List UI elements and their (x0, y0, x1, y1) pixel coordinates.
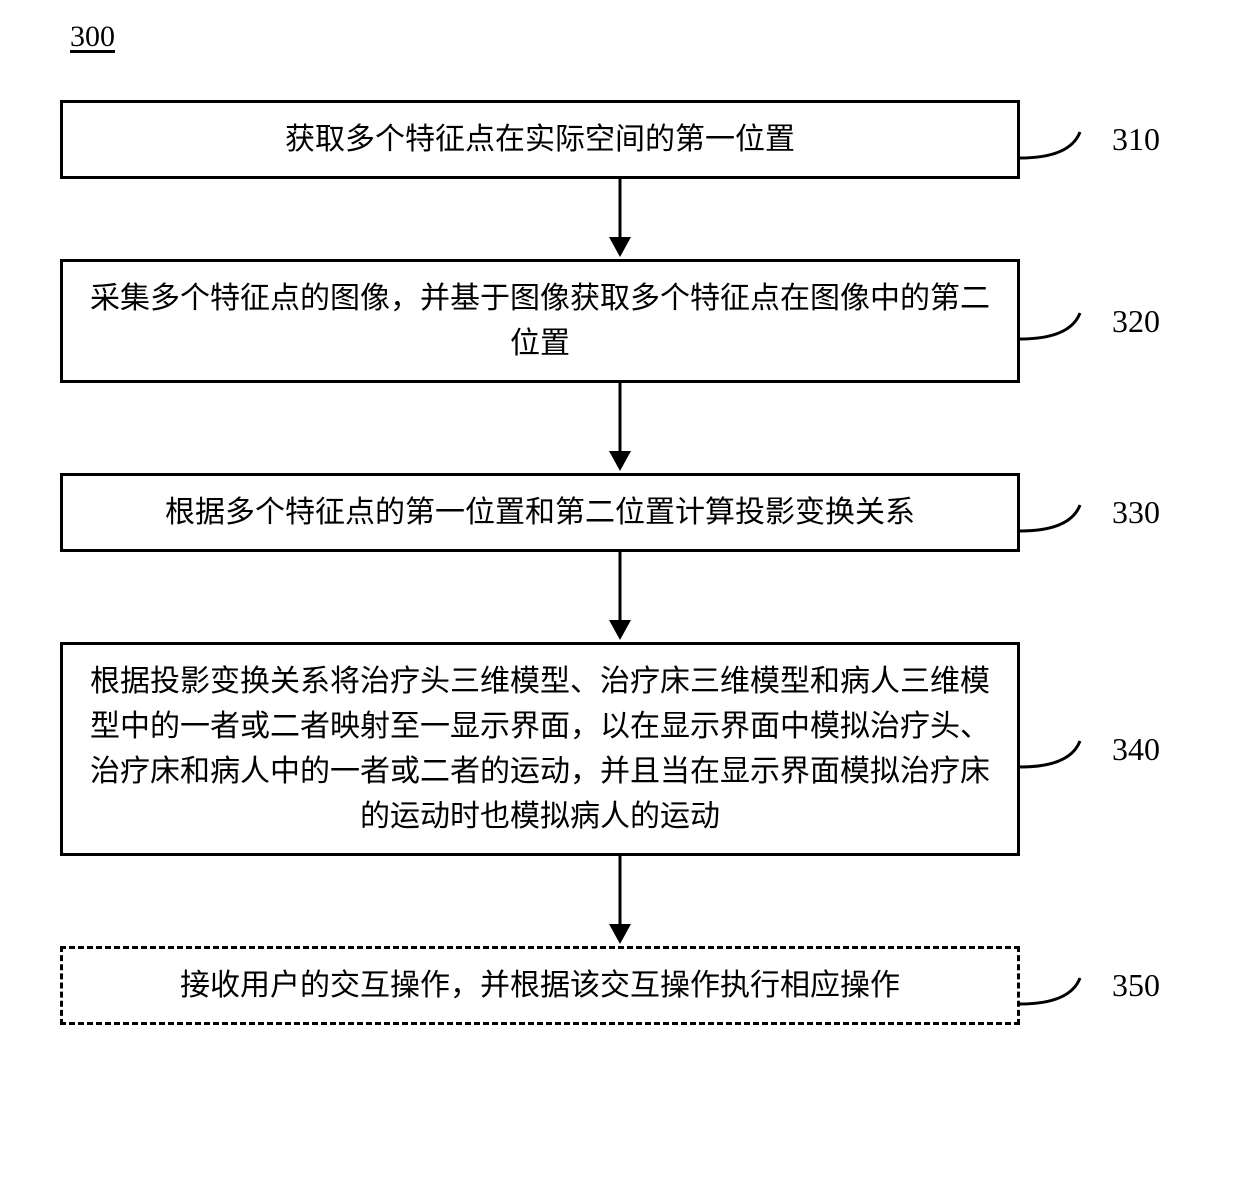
flowchart-container: 获取多个特征点在实际空间的第一位置 310 采集多个特征点的图像，并基于图像获取… (60, 100, 1180, 1025)
step-row: 根据投影变换关系将治疗头三维模型、治疗床三维模型和病人三维模型中的一者或二者映射… (60, 642, 1180, 856)
step-row: 获取多个特征点在实际空间的第一位置 310 (60, 100, 1180, 179)
connector-curve-icon (1020, 120, 1110, 160)
arrow-340-350 (140, 856, 1100, 946)
arrow-down-icon (605, 856, 635, 946)
connector-330 (1020, 493, 1110, 533)
arrow-down-icon (605, 179, 635, 259)
step-box-350: 接收用户的交互操作，并根据该交互操作执行相应操作 (60, 946, 1020, 1025)
step-box-310: 获取多个特征点在实际空间的第一位置 (60, 100, 1020, 179)
arrow-down-icon (605, 552, 635, 642)
step-label-340: 340 (1112, 731, 1160, 768)
step-label-310: 310 (1112, 121, 1160, 158)
arrow-down-icon (605, 383, 635, 473)
connector-curve-icon (1020, 966, 1110, 1006)
step-box-330: 根据多个特征点的第一位置和第二位置计算投影变换关系 (60, 473, 1020, 552)
arrow-320-330 (140, 383, 1100, 473)
step-box-320: 采集多个特征点的图像，并基于图像获取多个特征点在图像中的第二位置 (60, 259, 1020, 383)
step-label-320: 320 (1112, 303, 1160, 340)
step-row: 根据多个特征点的第一位置和第二位置计算投影变换关系 330 (60, 473, 1180, 552)
step-label-350: 350 (1112, 967, 1160, 1004)
connector-310 (1020, 120, 1110, 160)
connector-350 (1020, 966, 1110, 1006)
step-row: 接收用户的交互操作，并根据该交互操作执行相应操作 350 (60, 946, 1180, 1025)
connector-320 (1020, 301, 1110, 341)
step-row: 采集多个特征点的图像，并基于图像获取多个特征点在图像中的第二位置 320 (60, 259, 1180, 383)
connector-curve-icon (1020, 301, 1110, 341)
step-label-330: 330 (1112, 494, 1160, 531)
connector-340 (1020, 729, 1110, 769)
figure-number-label: 300 (70, 20, 115, 54)
arrow-310-320 (140, 179, 1100, 259)
step-box-340: 根据投影变换关系将治疗头三维模型、治疗床三维模型和病人三维模型中的一者或二者映射… (60, 642, 1020, 856)
connector-curve-icon (1020, 493, 1110, 533)
arrow-330-340 (140, 552, 1100, 642)
connector-curve-icon (1020, 729, 1110, 769)
